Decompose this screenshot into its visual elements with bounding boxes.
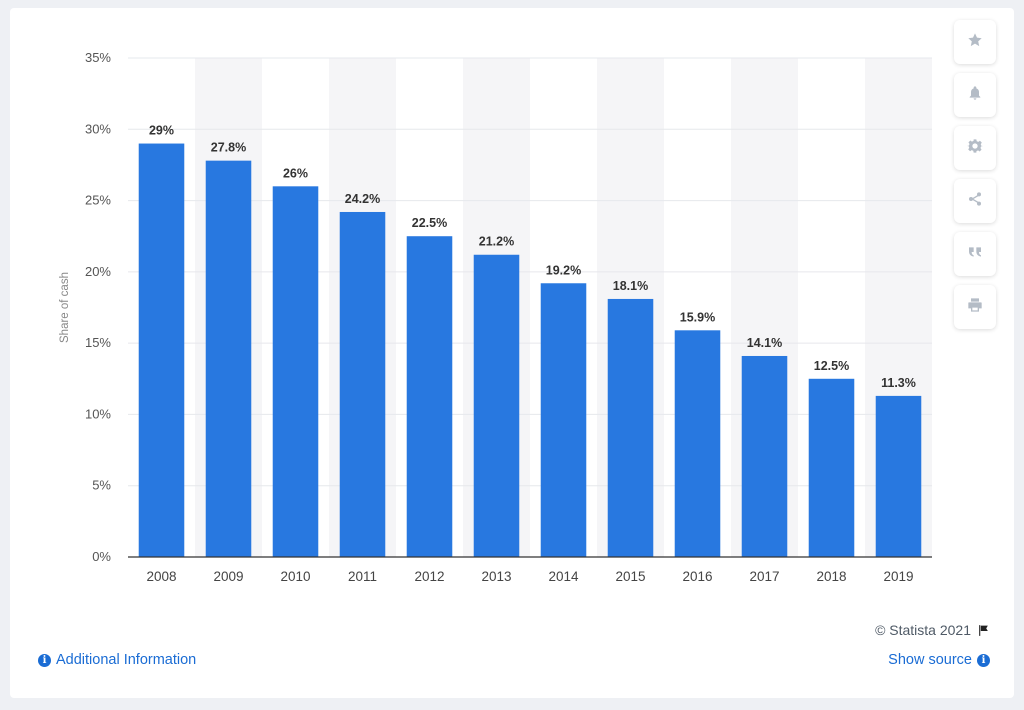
data-label: 24.2% — [345, 192, 380, 206]
credit-text: © Statista 2021 — [875, 622, 971, 638]
x-tick-label: 2010 — [280, 569, 310, 584]
bar — [540, 283, 587, 557]
x-tick-label: 2019 — [883, 569, 913, 584]
x-tick-label: 2017 — [749, 569, 779, 584]
bar — [406, 236, 453, 557]
data-label: 15.9% — [680, 310, 715, 324]
data-label: 21.2% — [479, 235, 514, 249]
x-tick-label: 2009 — [213, 569, 243, 584]
favorite-button[interactable] — [954, 20, 996, 64]
bar — [607, 298, 654, 557]
x-tick-label: 2014 — [548, 569, 579, 584]
info-icon: i — [977, 653, 990, 667]
settings-button[interactable] — [954, 126, 996, 170]
show-source-link[interactable]: Show source i — [888, 652, 990, 668]
x-tick-label: 2011 — [348, 569, 377, 584]
flag-icon[interactable] — [977, 624, 990, 637]
y-tick-label: 35% — [85, 50, 111, 65]
y-tick-label: 0% — [92, 549, 111, 564]
bar — [875, 395, 922, 557]
statista-credit: © Statista 2021 — [875, 622, 990, 638]
y-tick-label: 10% — [85, 406, 111, 421]
bar — [272, 186, 319, 558]
bar — [674, 330, 721, 557]
data-label: 27.8% — [211, 141, 246, 155]
bar — [138, 143, 185, 558]
y-tick-label: 25% — [85, 193, 111, 208]
gear-icon — [967, 138, 983, 159]
data-label: 11.3% — [881, 376, 916, 390]
bell-icon — [967, 85, 983, 106]
bar — [808, 378, 855, 557]
star-icon — [967, 32, 983, 53]
x-tick-label: 2016 — [682, 569, 712, 584]
info-icon: i — [38, 653, 51, 667]
data-label: 22.5% — [412, 216, 447, 230]
data-label: 12.5% — [814, 359, 849, 373]
bar — [205, 160, 252, 557]
bar — [473, 254, 520, 557]
share-icon — [967, 191, 983, 212]
y-tick-label: 30% — [85, 121, 111, 136]
print-button[interactable] — [954, 285, 996, 329]
data-label: 14.1% — [747, 336, 782, 350]
show-source-label: Show source — [888, 652, 972, 668]
x-tick-label: 2018 — [816, 569, 846, 584]
y-tick-label: 20% — [85, 264, 111, 279]
x-tick-label: 2008 — [146, 569, 176, 584]
bar — [339, 211, 386, 557]
y-tick-label: 5% — [92, 478, 111, 493]
additional-information-label: Additional Information — [56, 652, 197, 668]
bar — [741, 355, 788, 557]
chart-toolbar — [954, 20, 998, 329]
x-tick-label: 2015 — [615, 569, 645, 584]
data-label: 19.2% — [546, 263, 581, 277]
share-button[interactable] — [954, 179, 996, 223]
cite-button[interactable] — [954, 232, 996, 276]
y-axis-title: Share of cash — [59, 272, 71, 343]
y-tick-label: 15% — [85, 335, 111, 350]
notification-button[interactable] — [954, 73, 996, 117]
data-label: 26% — [283, 166, 308, 180]
data-label: 18.1% — [613, 279, 648, 293]
x-tick-label: 2013 — [481, 569, 511, 584]
data-label: 29% — [149, 124, 174, 138]
print-icon — [967, 297, 983, 318]
quote-icon — [967, 244, 983, 265]
additional-information-link[interactable]: i Additional Information — [38, 652, 196, 668]
x-tick-label: 2012 — [414, 569, 444, 584]
